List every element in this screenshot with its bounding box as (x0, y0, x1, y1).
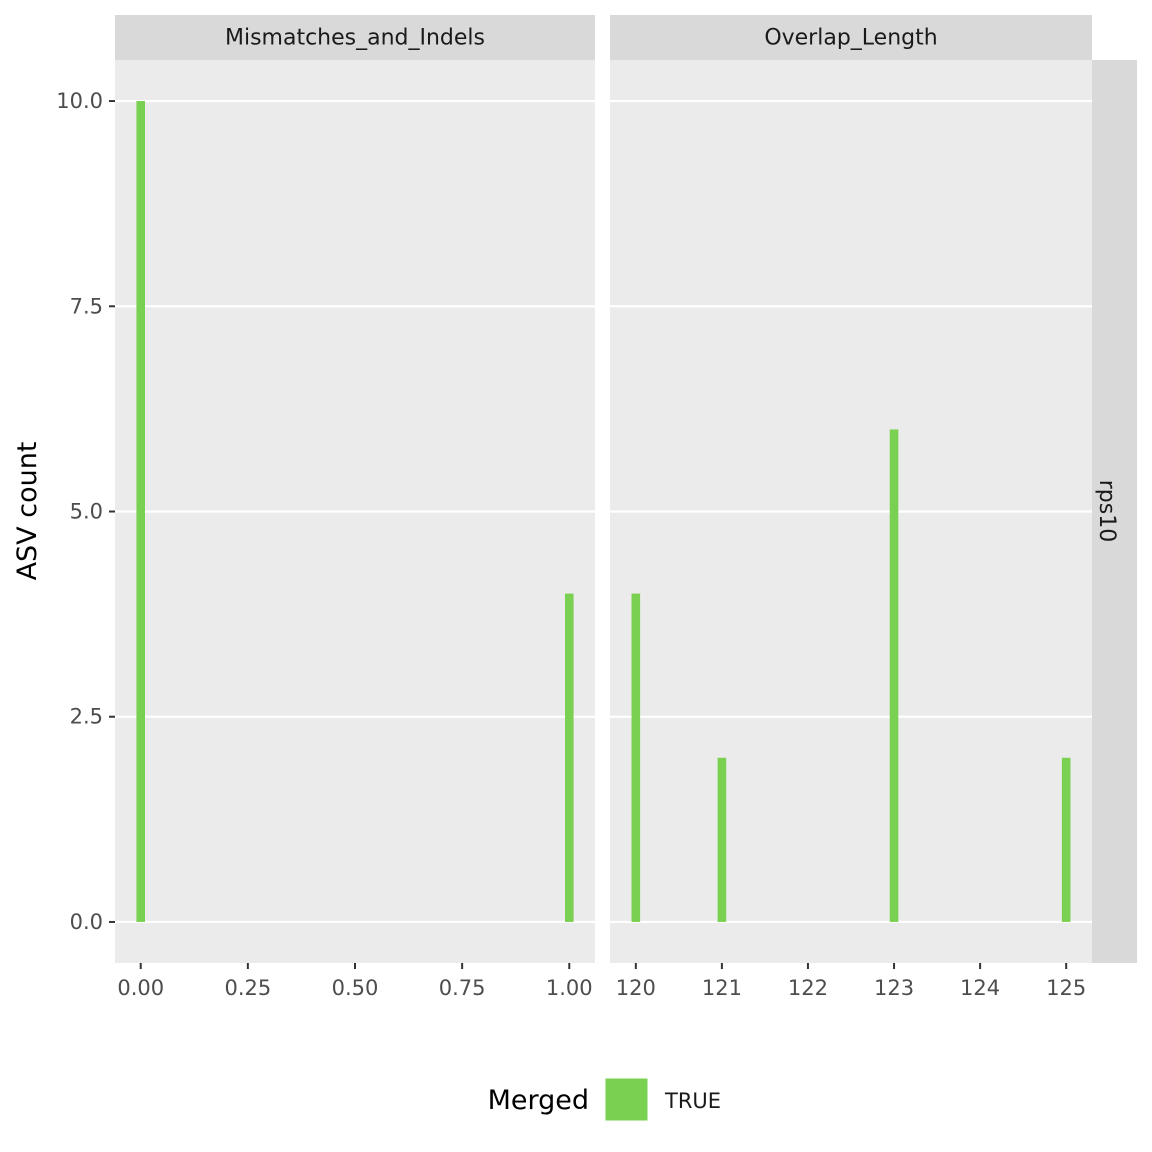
strip-label: Mismatches_and_Indels (225, 26, 485, 51)
y-axis: 0.0 2.5 5.0 7.5 10.0 (56, 89, 115, 934)
y-tick-label: 5.0 (70, 500, 103, 524)
x-tick-label: 0.00 (117, 976, 164, 1000)
legend-key-true (604, 1077, 649, 1122)
panel-2: Overlap_Length 120 121 122 123 124 125 (610, 15, 1092, 1000)
y-axis-title: ASV count (12, 442, 43, 581)
panels-layer: Mismatches_and_Indels 0.00 0.25 0.50 0.75 1.0… (115, 15, 1092, 1000)
x-tick-label: 124 (960, 976, 1000, 1000)
bar-Mismatches_and_Indels-1 (565, 593, 574, 922)
y-tick-label: 2.5 (70, 705, 103, 729)
x-tick-label: 121 (702, 976, 742, 1000)
x-tick-label: 0.25 (224, 976, 271, 1000)
y-tick-label: 7.5 (70, 294, 103, 318)
x-tick-label: 123 (874, 976, 914, 1000)
x-tick-label: 120 (616, 976, 656, 1000)
strip-label: Overlap_Length (764, 26, 937, 51)
legend-title: Merged (488, 1085, 589, 1116)
x-tick-label: 122 (788, 976, 828, 1000)
legend-label-true: TRUE (664, 1089, 721, 1113)
x-tick-label: 1.00 (546, 976, 593, 1000)
row-strip-label: rps10 (1094, 480, 1119, 542)
bar-Mismatches_and_Indels-0 (136, 101, 145, 922)
row-strip: rps10 (1092, 60, 1137, 963)
x-tick-label: 0.75 (439, 976, 486, 1000)
x-tick-label: 125 (1046, 976, 1086, 1000)
bar-Overlap_Length-121 (717, 757, 727, 922)
y-tick-label: 10.0 (56, 89, 103, 113)
row-strip-background (1092, 60, 1137, 963)
legend: Merged TRUE (488, 1077, 721, 1122)
x-tick-label: 0.50 (332, 976, 379, 1000)
strip-background (610, 15, 1092, 60)
panel-1: Mismatches_and_Indels 0.00 0.25 0.50 0.75 1.0… (115, 15, 595, 1000)
bar-Overlap_Length-123 (889, 429, 899, 922)
strip-background (115, 15, 595, 60)
bar-Overlap_Length-120 (631, 593, 641, 922)
y-tick-label: 0.0 (70, 910, 103, 934)
bar-Overlap_Length-125 (1061, 757, 1071, 922)
